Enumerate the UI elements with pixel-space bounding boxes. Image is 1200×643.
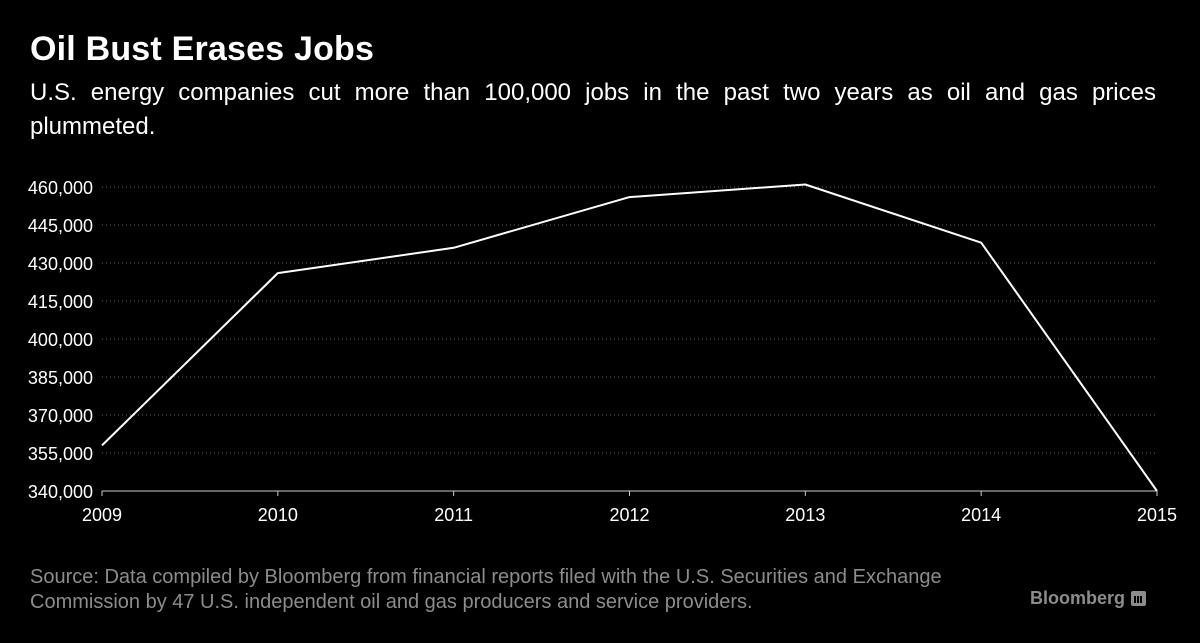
y-tick-label: 430,000 <box>28 254 93 274</box>
series-line <box>101 183 1158 492</box>
bloomberg-terminal-icon <box>1131 591 1147 606</box>
x-tick-label: 2014 <box>961 505 1001 525</box>
y-tick-label: 385,000 <box>28 368 93 388</box>
y-tick-label: 445,000 <box>28 216 93 236</box>
y-tick-label: 340,000 <box>28 482 93 502</box>
y-tick-label: 370,000 <box>28 406 93 426</box>
x-tick-label: 2010 <box>258 505 298 525</box>
bloomberg-logo: Bloomberg <box>1030 588 1147 609</box>
y-tick-label: 355,000 <box>28 444 93 464</box>
x-tick-label: 2015 <box>1137 505 1177 525</box>
x-tick-label: 2011 <box>434 505 473 525</box>
y-tick-label: 400,000 <box>28 330 93 350</box>
y-tick-label: 460,000 <box>28 178 93 198</box>
chart-subtitle: U.S. energy companies cut more than 100,… <box>30 79 1156 140</box>
source-note: Source: Data compiled by Bloomberg from … <box>30 566 942 613</box>
y-tick-label: 415,000 <box>28 292 93 312</box>
chart-title: Oil Bust Erases Jobs <box>30 30 375 68</box>
x-tick-label: 2013 <box>785 505 825 525</box>
x-tick-label: 2012 <box>609 505 649 525</box>
x-tick-label: 2009 <box>82 505 122 525</box>
brand-name: Bloomberg <box>1030 588 1126 608</box>
